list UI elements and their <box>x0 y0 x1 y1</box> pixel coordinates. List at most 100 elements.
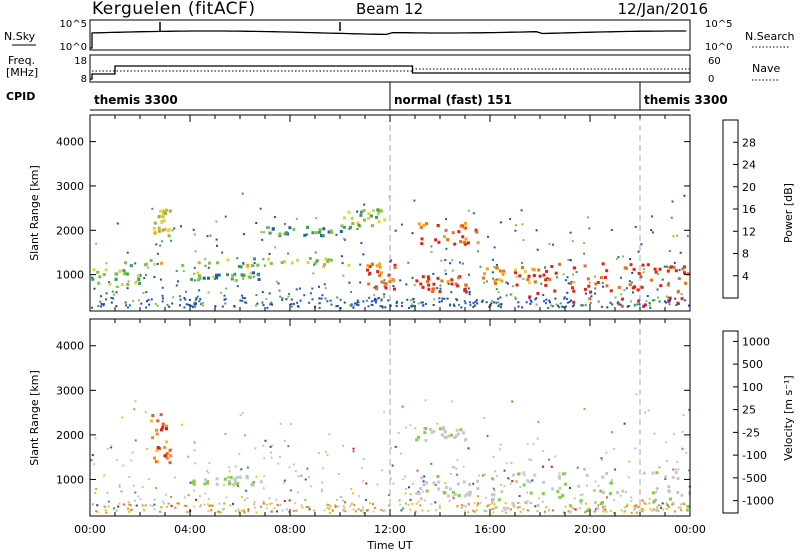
scatter-point <box>95 487 98 490</box>
scatter-point <box>613 499 616 502</box>
scatter-point <box>434 484 437 486</box>
data-cell <box>667 299 671 303</box>
data-cell <box>374 285 378 289</box>
data-cell <box>417 222 421 226</box>
scatter-point <box>602 508 605 511</box>
data-cell <box>278 232 282 236</box>
near-range-cell <box>224 298 227 301</box>
data-cell <box>636 288 640 292</box>
near-range-cell <box>611 303 614 306</box>
scatter-point <box>380 298 383 301</box>
scatter-point <box>613 448 616 451</box>
scatter-point <box>404 492 407 495</box>
data-cell <box>677 277 681 281</box>
scatter-point <box>435 509 437 512</box>
scatter-point <box>665 503 668 506</box>
scatter-point <box>571 240 574 243</box>
near-range-cell <box>593 510 596 513</box>
scatter-point <box>268 292 271 295</box>
scatter-point <box>254 506 257 509</box>
scatter-point <box>409 299 412 302</box>
data-cell <box>368 271 372 275</box>
data-cell <box>668 296 672 300</box>
colorbar-tick-label: -500 <box>742 472 767 485</box>
scatter-point <box>295 288 298 291</box>
scatter-point <box>411 232 414 235</box>
data-cell <box>366 264 370 268</box>
near-range-cell <box>374 301 377 304</box>
scatter-point <box>427 509 430 512</box>
scatter-point <box>430 462 433 465</box>
scatter-point <box>323 509 326 512</box>
scatter-point <box>223 294 226 297</box>
data-cell <box>165 208 169 212</box>
scatter-point <box>137 495 140 498</box>
scatter-point <box>108 281 110 284</box>
scatter-point <box>629 300 632 303</box>
near-range-cell <box>107 505 110 508</box>
data-cell <box>427 283 431 287</box>
data-cell <box>226 258 230 262</box>
data-cell <box>494 281 497 285</box>
scatter-point <box>283 439 286 442</box>
near-range-cell <box>580 304 583 307</box>
scatter-point <box>436 422 439 425</box>
scatter-point <box>240 495 243 498</box>
scatter-point <box>515 224 517 227</box>
near-range-cell <box>455 505 458 508</box>
data-cell <box>515 283 519 287</box>
scatter-point <box>500 483 503 486</box>
scatter-point <box>275 280 278 283</box>
scatter-point <box>492 455 495 458</box>
scatter-point <box>240 468 243 471</box>
near-range-cell <box>354 510 357 513</box>
scatter-point <box>679 251 682 254</box>
data-cell <box>419 282 423 286</box>
near-range-cell <box>648 502 651 505</box>
scatter-point <box>336 296 339 299</box>
scatter-point <box>293 463 296 466</box>
data-cell <box>536 504 540 507</box>
scatter-point <box>204 492 207 495</box>
scatter-point <box>228 470 231 473</box>
scatter-point <box>170 495 172 498</box>
scatter-point <box>326 504 329 506</box>
near-range-cell <box>353 504 356 506</box>
scatter-point <box>620 276 622 279</box>
scatter-point <box>356 210 359 213</box>
data-cell <box>377 220 381 224</box>
scatter-point <box>317 452 320 454</box>
scatter-point <box>142 292 145 294</box>
data-cell <box>533 280 537 284</box>
data-cell <box>423 431 427 435</box>
scatter-point <box>303 294 306 297</box>
scatter-point <box>308 476 310 479</box>
scatter-point <box>548 243 551 246</box>
near-range-cell <box>412 297 415 300</box>
scatter-point <box>511 400 514 403</box>
near-range-cell <box>223 502 226 505</box>
scatter-point <box>202 304 204 307</box>
scatter-point <box>126 251 129 254</box>
near-range-cell <box>635 511 638 514</box>
scatter-point <box>646 295 649 297</box>
data-cell <box>442 428 446 431</box>
near-range-cell <box>666 507 669 510</box>
beam-title: Beam 12 <box>356 0 423 18</box>
near-range-cell <box>179 304 181 307</box>
near-range-cell <box>100 305 102 308</box>
scatter-point <box>314 251 317 254</box>
scatter-point <box>408 486 410 489</box>
scatter-point <box>492 277 494 280</box>
near-range-cell <box>490 502 493 505</box>
near-range-cell <box>528 297 531 300</box>
near-range-cell <box>406 298 409 301</box>
data-cell <box>257 278 261 281</box>
scatter-point <box>497 301 500 304</box>
scatter-point <box>170 504 173 507</box>
scatter-point <box>263 264 266 267</box>
scatter-point <box>640 243 643 246</box>
near-range-cell <box>184 298 187 301</box>
near-range-cell <box>362 511 365 514</box>
near-range-cell <box>292 302 295 305</box>
